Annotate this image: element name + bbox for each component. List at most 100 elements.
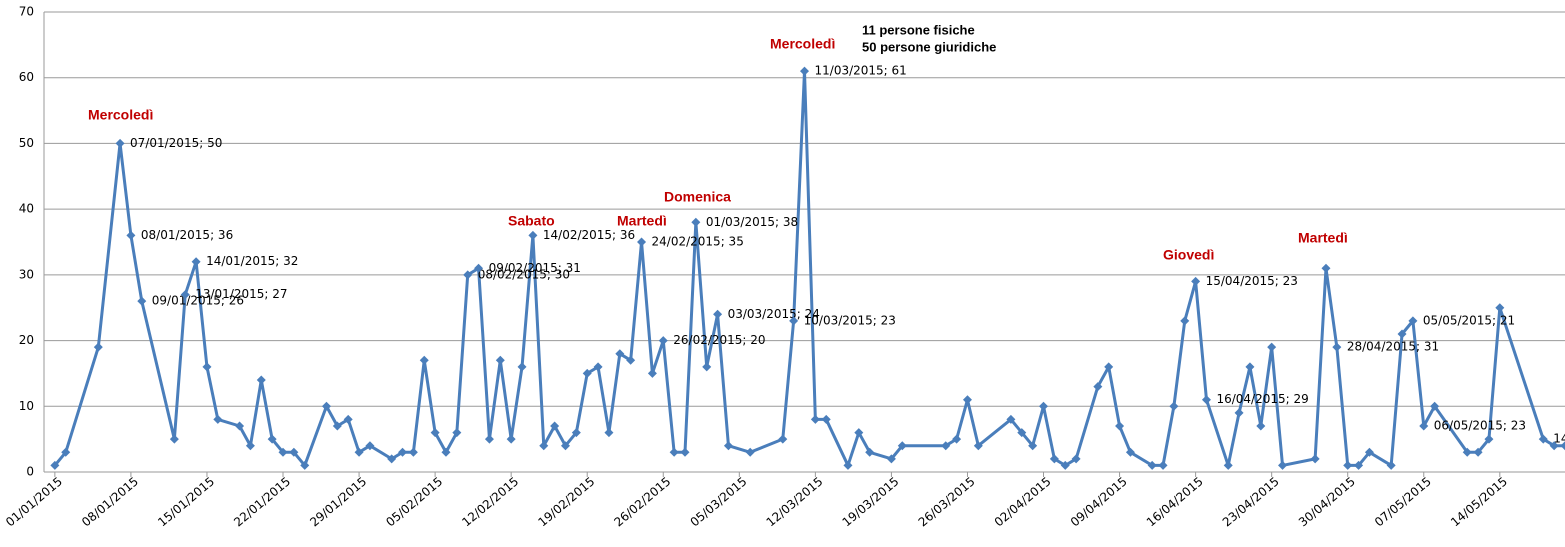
- marker: [452, 428, 462, 438]
- data-label: 08/02/2015; 30: [478, 267, 570, 281]
- data-label: 11/03/2015; 61: [815, 64, 907, 78]
- data-label: 09/01/2015; 26: [152, 294, 244, 308]
- marker: [289, 447, 299, 457]
- marker: [267, 434, 277, 444]
- marker: [321, 401, 331, 411]
- marker: [202, 362, 212, 372]
- annotation: Domenica: [664, 189, 731, 205]
- y-tick-label: 0: [26, 465, 34, 479]
- marker: [669, 447, 679, 457]
- marker: [398, 447, 408, 457]
- marker: [1386, 460, 1396, 470]
- marker: [647, 368, 657, 378]
- y-tick-label: 60: [19, 70, 34, 84]
- marker: [365, 441, 375, 451]
- marker: [1158, 460, 1168, 470]
- marker: [713, 309, 723, 319]
- marker: [1278, 460, 1288, 470]
- marker: [1093, 382, 1103, 392]
- marker: [810, 414, 820, 424]
- marker: [191, 257, 201, 267]
- marker: [213, 414, 223, 424]
- marker: [789, 316, 799, 326]
- marker: [474, 263, 484, 273]
- annotation: Mercoledì: [770, 36, 835, 52]
- data-label: 10/03/2015; 23: [804, 313, 896, 327]
- marker: [821, 414, 831, 424]
- x-tick-label: 16/04/2015: [1144, 474, 1206, 529]
- marker: [962, 395, 972, 405]
- data-label: 03/03/2015; 24: [728, 307, 820, 321]
- marker: [300, 460, 310, 470]
- data-label: 08/01/2015; 36: [141, 228, 233, 242]
- marker: [615, 349, 625, 359]
- marker: [1017, 428, 1027, 438]
- marker: [897, 441, 907, 451]
- x-tick-label: 26/02/2015: [611, 474, 673, 529]
- data-label: 01/03/2015; 38: [706, 215, 798, 229]
- marker: [1332, 342, 1342, 352]
- data-label: 26/02/2015; 20: [673, 333, 765, 347]
- annotation: Martedì: [1298, 230, 1348, 246]
- data-label: 05/05/2015; 21: [1423, 313, 1515, 327]
- marker: [1495, 303, 1505, 313]
- y-tick-label: 30: [19, 267, 34, 281]
- marker: [886, 454, 896, 464]
- marker: [343, 414, 353, 424]
- marker: [560, 441, 570, 451]
- marker: [658, 336, 668, 346]
- marker: [332, 421, 342, 431]
- x-tick-label: 22/01/2015: [231, 474, 293, 529]
- marker: [278, 447, 288, 457]
- marker: [691, 217, 701, 227]
- x-tick-label: 26/03/2015: [916, 474, 978, 529]
- data-label: 14/05/2015; 25: [1553, 432, 1565, 446]
- data-label: 07/01/2015; 50: [130, 136, 222, 150]
- marker: [419, 355, 429, 365]
- x-tick-label: 01/01/2015: [3, 474, 65, 529]
- data-label: 14/01/2015; 32: [206, 254, 298, 268]
- data-label: 28/04/2015; 31: [1347, 340, 1439, 354]
- marker: [93, 342, 103, 352]
- marker: [354, 447, 364, 457]
- annotation: 11 persone fisiche: [862, 22, 975, 37]
- y-tick-label: 50: [19, 136, 34, 150]
- marker: [1397, 329, 1407, 339]
- x-tick-label: 29/01/2015: [307, 474, 369, 529]
- marker: [1354, 460, 1364, 470]
- marker: [528, 230, 538, 240]
- data-label: 15/04/2015; 23: [1206, 274, 1298, 288]
- marker: [169, 434, 179, 444]
- marker: [1473, 447, 1483, 457]
- marker: [1462, 447, 1472, 457]
- marker: [1408, 316, 1418, 326]
- marker: [1538, 434, 1548, 444]
- data-label: 13/01/2015; 27: [195, 287, 287, 301]
- data-label: 14/02/2015; 36: [543, 228, 635, 242]
- marker: [1310, 454, 1320, 464]
- marker: [256, 375, 266, 385]
- marker: [1245, 362, 1255, 372]
- marker: [1343, 460, 1353, 470]
- marker: [973, 441, 983, 451]
- marker: [745, 447, 755, 457]
- marker: [778, 434, 788, 444]
- marker: [1104, 362, 1114, 372]
- marker: [495, 355, 505, 365]
- marker: [941, 441, 951, 451]
- annotation: Martedì: [617, 213, 667, 229]
- marker: [126, 230, 136, 240]
- marker: [604, 428, 614, 438]
- x-tick-label: 02/04/2015: [992, 474, 1054, 529]
- marker: [1071, 454, 1081, 464]
- marker: [245, 441, 255, 451]
- marker: [1180, 316, 1190, 326]
- marker: [1049, 454, 1059, 464]
- marker: [1060, 460, 1070, 470]
- data-label: 06/05/2015; 23: [1434, 419, 1526, 433]
- marker: [137, 296, 147, 306]
- marker: [593, 362, 603, 372]
- data-label: 24/02/2015; 35: [652, 235, 744, 249]
- x-tick-label: 12/02/2015: [459, 474, 521, 529]
- marker: [1267, 342, 1277, 352]
